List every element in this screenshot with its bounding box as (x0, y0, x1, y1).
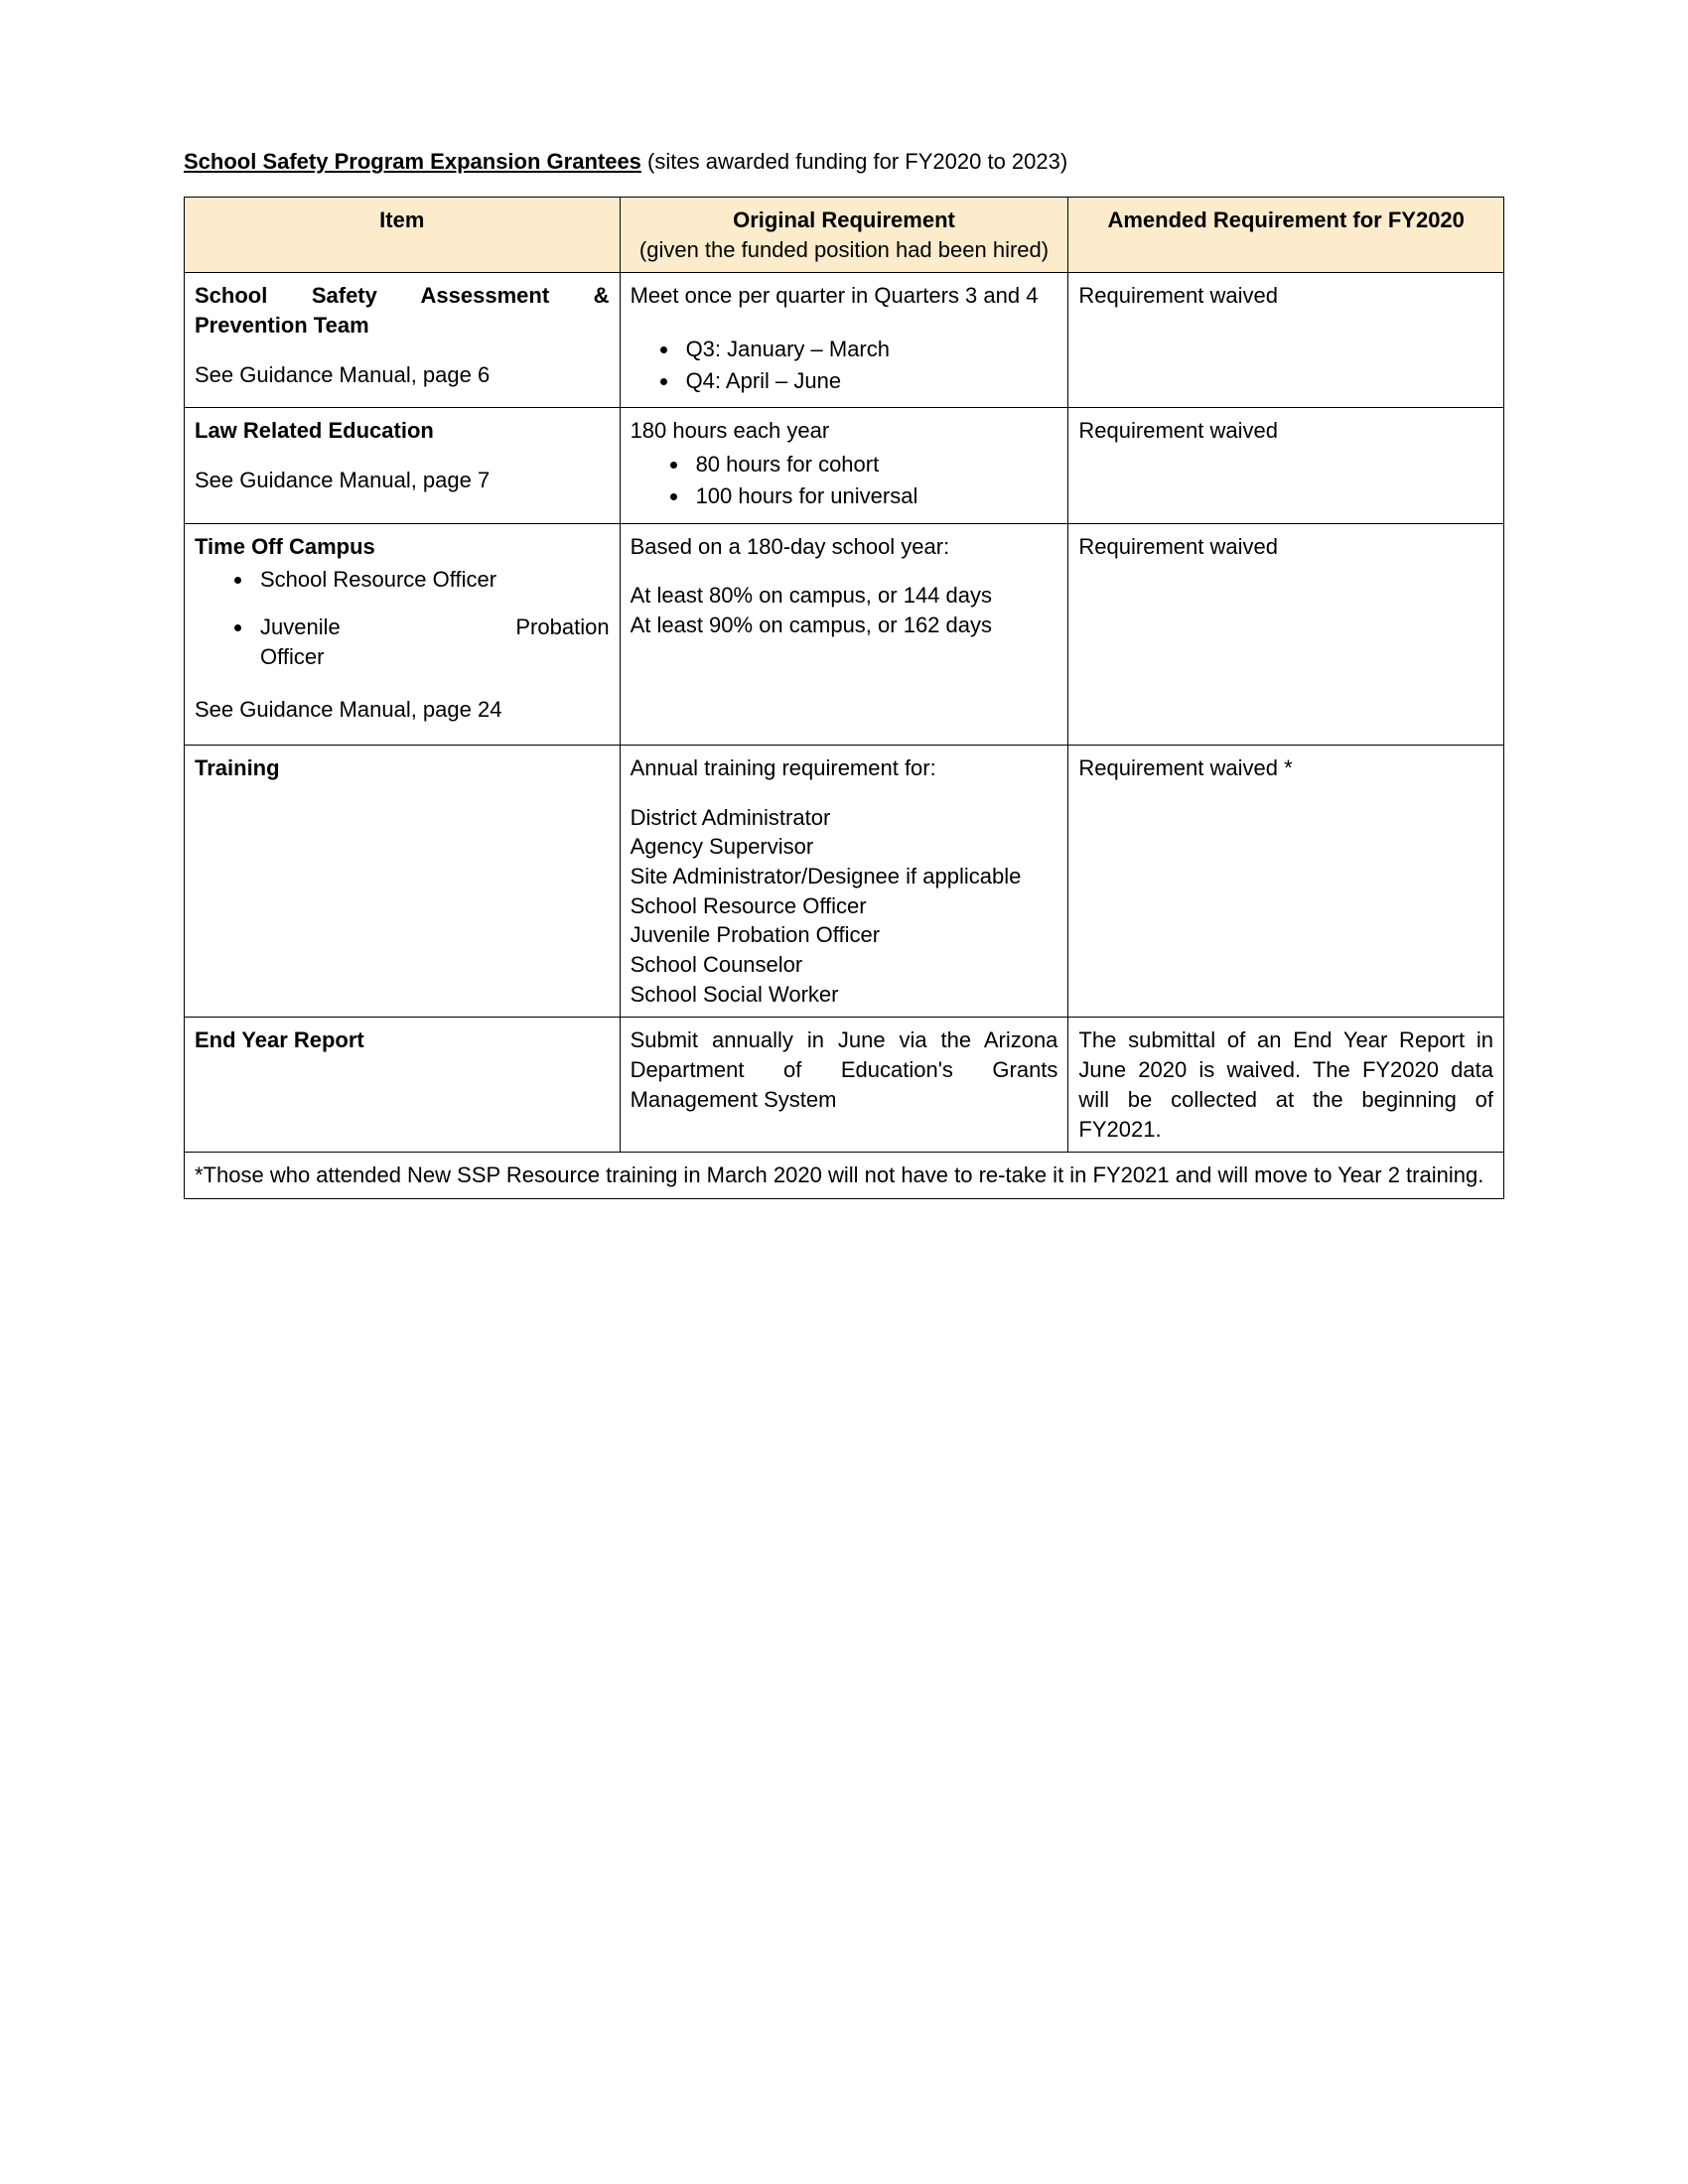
title-rest: (sites awarded funding for FY2020 to 202… (641, 149, 1067, 174)
table-row: Time Off Campus School Resource Officer … (185, 523, 1504, 745)
page-title: School Safety Program Expansion Grantees… (184, 149, 1504, 175)
item-title: Time Off Campus (195, 532, 610, 562)
amended-text: Requirement waived (1078, 416, 1493, 446)
table-header-row: Item Original Requirement (given the fun… (185, 198, 1504, 273)
amended-text: Requirement waived (1078, 281, 1493, 311)
amended-text: Requirement waived (1078, 532, 1493, 562)
original-lead: Based on a 180-day school year: (631, 532, 1058, 562)
bullet-item: Q3: January – March (680, 335, 1058, 364)
amended-text: The submittal of an End Year Report in J… (1078, 1025, 1493, 1144)
original-lead: 180 hours each year (631, 416, 1058, 446)
cell-original: Based on a 180-day school year: At least… (620, 523, 1068, 745)
header-amended: Amended Requirement for FY2020 (1068, 198, 1504, 273)
header-original: Original Requirement (given the funded p… (620, 198, 1068, 273)
bullet-item: Q4: April – June (680, 366, 1058, 396)
header-original-text: Original Requirement (733, 207, 955, 232)
cell-original: 180 hours each year 80 hours for cohort … (620, 408, 1068, 523)
original-line: Juvenile Probation Officer (631, 920, 1058, 950)
original-bullets: 80 hours for cohort 100 hours for univer… (631, 450, 1058, 510)
original-lead: Meet once per quarter in Quarters 3 and … (631, 281, 1058, 311)
cell-amended: Requirement waived (1068, 523, 1504, 745)
cell-amended: Requirement waived * (1068, 745, 1504, 1018)
original-bullets: Q3: January – March Q4: April – June (631, 335, 1058, 395)
original-lead: Annual training requirement for: (631, 753, 1058, 783)
footnote-text: *Those who attended New SSP Resource tra… (195, 1160, 1493, 1190)
title-bold: School Safety Program Expansion Grantees (184, 149, 641, 174)
cell-item: School Safety Assessment & Prevention Te… (185, 273, 621, 408)
footnote-row: *Those who attended New SSP Resource tra… (185, 1153, 1504, 1199)
bullet-right: Probation (515, 613, 609, 642)
bullet-item: 100 hours for universal (690, 481, 1058, 511)
table-row: Training Annual training requirement for… (185, 745, 1504, 1018)
bullet-item: 80 hours for cohort (690, 450, 1058, 479)
requirements-table: Item Original Requirement (given the fun… (184, 197, 1504, 1199)
original-line: Agency Supervisor (631, 832, 1058, 862)
cell-item: Law Related Education See Guidance Manua… (185, 408, 621, 523)
item-ref: See Guidance Manual, page 7 (195, 466, 610, 495)
original-line: School Social Worker (631, 980, 1058, 1010)
original-line: Site Administrator/Designee if applicabl… (631, 862, 1058, 891)
item-ref: See Guidance Manual, page 6 (195, 360, 610, 390)
header-item-text: Item (379, 207, 424, 232)
original-line: District Administrator (631, 803, 1058, 833)
cell-original: Annual training requirement for: Distric… (620, 745, 1068, 1018)
bullet-item: Juvenile Probation Officer (254, 613, 610, 671)
item-bullets: Juvenile Probation Officer (195, 613, 610, 671)
item-title: Training (195, 753, 610, 783)
table-row: School Safety Assessment & Prevention Te… (185, 273, 1504, 408)
table-row: Law Related Education See Guidance Manua… (185, 408, 1504, 523)
table-row: End Year Report Submit annually in June … (185, 1018, 1504, 1153)
cell-original: Meet once per quarter in Quarters 3 and … (620, 273, 1068, 408)
header-amended-text: Amended Requirement for FY2020 (1107, 207, 1464, 232)
cell-item: End Year Report (185, 1018, 621, 1153)
item-title: End Year Report (195, 1025, 610, 1055)
item-ref: See Guidance Manual, page 24 (195, 695, 610, 725)
bullet-line2: Officer (260, 642, 610, 672)
header-item: Item (185, 198, 621, 273)
original-text: Submit annually in June via the Arizona … (631, 1025, 1058, 1114)
cell-amended: The submittal of an End Year Report in J… (1068, 1018, 1504, 1153)
bullet-left: Juvenile (260, 613, 341, 642)
footnote-cell: *Those who attended New SSP Resource tra… (185, 1153, 1504, 1199)
cell-amended: Requirement waived (1068, 408, 1504, 523)
item-bullets: School Resource Officer (195, 565, 610, 595)
cell-amended: Requirement waived (1068, 273, 1504, 408)
bullet-item: School Resource Officer (254, 565, 610, 595)
original-line: At least 90% on campus, or 162 days (631, 611, 1058, 640)
original-line: School Counselor (631, 950, 1058, 980)
item-title: Law Related Education (195, 416, 610, 446)
cell-item: Time Off Campus School Resource Officer … (185, 523, 621, 745)
original-line: At least 80% on campus, or 144 days (631, 581, 1058, 611)
item-title: School Safety Assessment & Prevention Te… (195, 281, 610, 340)
amended-text: Requirement waived * (1078, 753, 1493, 783)
original-line: School Resource Officer (631, 891, 1058, 921)
cell-original: Submit annually in June via the Arizona … (620, 1018, 1068, 1153)
header-original-sub: (given the funded position had been hire… (631, 235, 1058, 265)
cell-item: Training (185, 745, 621, 1018)
